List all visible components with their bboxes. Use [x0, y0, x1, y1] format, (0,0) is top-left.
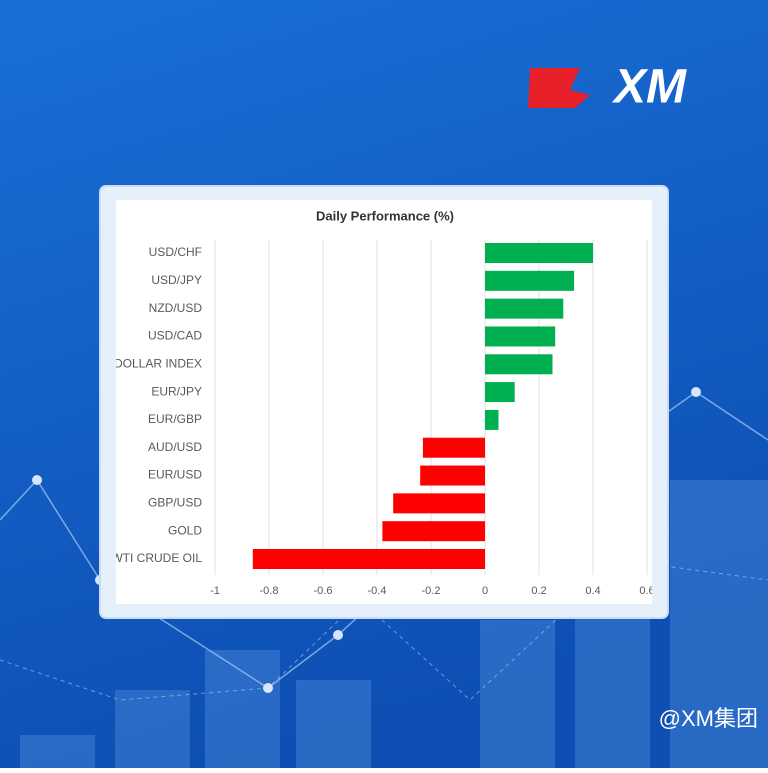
- x-tick-label: -0.4: [368, 585, 387, 597]
- x-tick-label: 0.4: [585, 585, 600, 597]
- y-tick-label: EUR/JPY: [151, 384, 202, 398]
- y-tick-label: WTI CRUDE OIL: [111, 551, 202, 565]
- y-tick-label: USD/CHF: [149, 245, 202, 259]
- y-tick-label: USD/JPY: [151, 273, 202, 287]
- x-tick-label: 0: [482, 585, 488, 597]
- bar: [485, 382, 515, 403]
- x-tick-label: -0.8: [260, 585, 279, 597]
- y-tick-label: EUR/USD: [148, 468, 202, 482]
- bar: [382, 521, 485, 542]
- bar: [485, 298, 564, 319]
- y-tick-label: EUR/GBP: [148, 412, 202, 426]
- decor-bars: [20, 480, 768, 768]
- x-tick-label: -0.6: [314, 585, 333, 597]
- bar: [393, 493, 485, 514]
- logo-mark: [528, 68, 590, 108]
- x-tick-label: -1: [210, 585, 220, 597]
- y-tick-label: NZD/USD: [149, 301, 203, 315]
- x-tick-label: 0.6: [639, 585, 654, 597]
- plot: -1 -0.8 -0.6 -0.4 -0.2 0 0.2 0.4 0.6 USD/CHF USD/J…: [111, 240, 654, 597]
- y-tick-label: GOLD: [168, 523, 202, 537]
- bar: [422, 437, 485, 458]
- bar: [485, 270, 575, 291]
- x-tick-label: 0.2: [531, 585, 546, 597]
- x-tick-label: -0.2: [422, 585, 441, 597]
- bar: [485, 243, 593, 263]
- logo-text: XM: [611, 61, 687, 114]
- bar: [252, 549, 485, 569]
- y-tick-label: AUD/USD: [148, 440, 202, 454]
- chart-title: Daily Performance (%): [316, 208, 454, 223]
- bar: [485, 354, 553, 375]
- decor-dots: [32, 387, 701, 693]
- y-tick-label: GBP/USD: [148, 496, 202, 510]
- bar: [485, 326, 556, 347]
- y-tick-label: DOLLAR INDEX: [114, 356, 202, 370]
- watermark: @XM集团: [659, 706, 758, 731]
- bar: [420, 465, 485, 486]
- bar: [485, 409, 499, 430]
- y-tick-label: USD/CAD: [148, 329, 202, 343]
